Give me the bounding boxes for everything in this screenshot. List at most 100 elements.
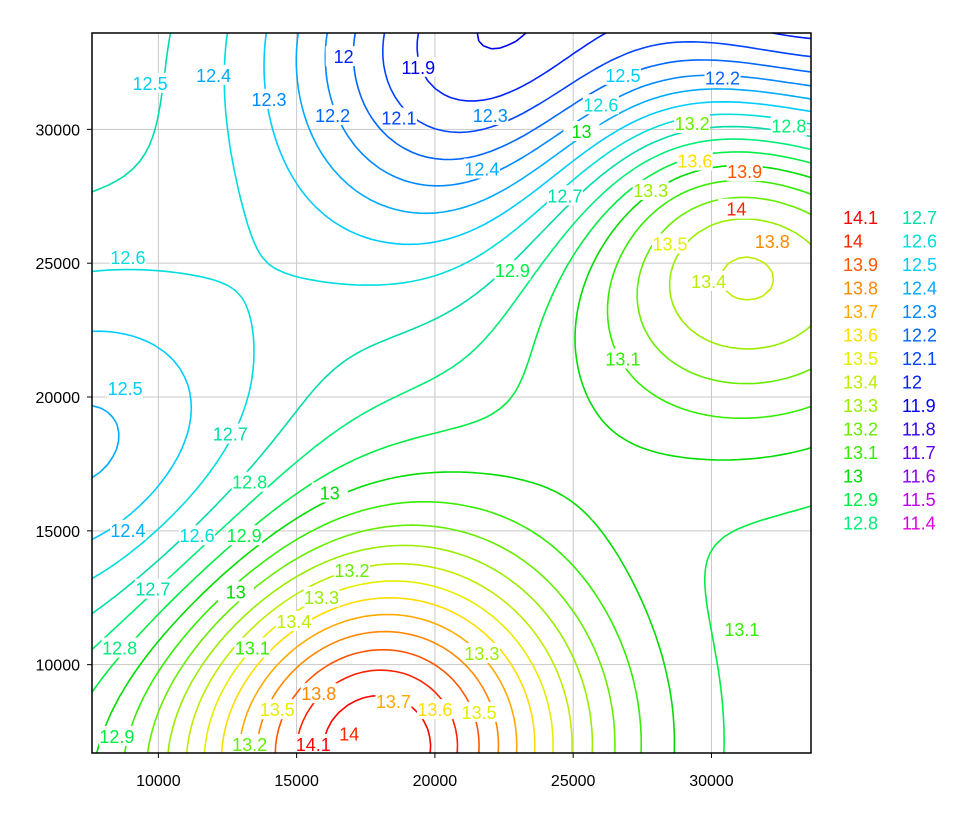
- legend-item: 12.9: [843, 490, 878, 510]
- contour-label-bg: [231, 733, 268, 754]
- contour-label-bg: [134, 578, 171, 599]
- contour-label-bg: [676, 150, 713, 171]
- y-tick-label: 30000: [36, 122, 81, 139]
- contour-label: 13.3: [304, 588, 339, 608]
- contour-label: 14: [339, 724, 359, 744]
- contour-label: 11.9: [401, 58, 435, 78]
- contour-label-bg: [98, 725, 135, 746]
- contour-label-bg: [770, 115, 807, 136]
- contour-label: 13.4: [276, 612, 311, 632]
- contour-label-bg: [101, 637, 138, 658]
- contour-label-bg: [723, 618, 760, 639]
- contour-line-13.2: [146, 196, 812, 754]
- contour-label-bg: [333, 559, 370, 580]
- contour-label: 13.8: [755, 232, 790, 252]
- contour-label: 13: [320, 483, 340, 503]
- y-axis: 10000 15000 20000 25000 30000: [36, 122, 92, 675]
- legend-item: 13.7: [843, 302, 878, 322]
- contour-label-bg: [300, 683, 337, 704]
- legend-item: 13.1: [843, 443, 878, 463]
- contour-label-bg: [132, 72, 169, 93]
- contour-label: 13.7: [376, 692, 411, 712]
- legend-item: 13.6: [843, 326, 878, 346]
- contour-label-bg: [109, 519, 146, 540]
- contour-label-bg: [380, 107, 417, 128]
- legend-item: 11.7: [902, 443, 936, 463]
- contour-label: 13.5: [462, 703, 497, 723]
- contour-labels: 12.5 12.4 12.3 12.2 12.1 12 11.9 12.3 12.4 12.5 12…: [98, 46, 807, 755]
- x-tick-label: 15000: [274, 773, 319, 790]
- x-tick-label: 10000: [136, 773, 181, 790]
- contour-line-13.4: [185, 256, 775, 754]
- contour-label: 13.5: [260, 700, 295, 720]
- contour-label: 12.7: [213, 424, 248, 444]
- contour-line-12.9: [91, 151, 812, 754]
- contour-label-bg: [726, 161, 763, 182]
- contour-label-bg: [463, 642, 500, 663]
- contour-label: 12: [334, 47, 354, 67]
- contour-label: 13.2: [334, 561, 369, 581]
- contour-label: 13.4: [691, 272, 726, 292]
- x-tick-label: 30000: [689, 773, 734, 790]
- legend-item: 12.2: [902, 326, 937, 346]
- legend-item: 12.5: [902, 255, 937, 275]
- legend-item: 12.1: [902, 349, 937, 369]
- contour-label: 13.3: [464, 644, 499, 664]
- contour-label-bg: [690, 270, 727, 291]
- contour-label-bg: [217, 581, 254, 602]
- contour-label: 12.9: [227, 526, 262, 546]
- contour-label-bg: [303, 586, 340, 607]
- contour-label: 12.5: [108, 379, 143, 399]
- contour-label: 13.1: [605, 350, 640, 370]
- contour-label-bg: [250, 88, 287, 109]
- contour-label-bg: [179, 525, 216, 546]
- contour-label: 12.8: [232, 473, 267, 493]
- contour-label: 12.2: [315, 106, 350, 126]
- x-tick-label: 20000: [413, 773, 458, 790]
- contour-label-bg: [704, 67, 741, 88]
- legend-item: 12.7: [902, 208, 937, 228]
- legend-item: 11.6: [902, 467, 936, 487]
- contour-label-bg: [226, 525, 263, 546]
- legend-item: 13.3: [843, 396, 878, 416]
- y-tick-label: 20000: [36, 390, 81, 407]
- contour-label-bg: [416, 699, 453, 720]
- contour-line-13.7: [238, 613, 518, 754]
- contour-label: 12.4: [196, 66, 231, 86]
- legend-item: 11.8: [902, 420, 936, 440]
- contour-label-bg: [109, 246, 146, 267]
- contour-label: 12.6: [180, 526, 215, 546]
- contour-label: 12.3: [251, 90, 286, 110]
- contour-label-bg: [718, 198, 755, 219]
- legend-item: 13.5: [843, 349, 878, 369]
- contour-label: 14: [726, 200, 746, 220]
- contour-label-bg: [674, 113, 711, 134]
- contour-label-bg: [107, 377, 144, 398]
- contour-line-12.1: [382, 32, 812, 134]
- contour-line-12.5: [91, 32, 812, 541]
- contour-label: 13.1: [724, 620, 759, 640]
- contour-line-12.4: [91, 32, 812, 479]
- contour-label-bg: [331, 723, 368, 744]
- contour-line-13.3: [167, 218, 812, 754]
- legend-item: 12: [902, 373, 922, 393]
- contour-label: 12.1: [381, 109, 416, 129]
- x-tick-label: 25000: [551, 773, 596, 790]
- y-tick-label: 25000: [36, 256, 81, 273]
- contour-label-bg: [582, 94, 619, 115]
- legend-item: 12.4: [902, 279, 937, 299]
- contour-label-bg: [604, 348, 641, 369]
- contour-label: 13.2: [675, 114, 710, 134]
- legend-item: 13.2: [843, 420, 878, 440]
- contour-label: 12.4: [110, 521, 145, 541]
- legend-item: 11.4: [902, 514, 936, 534]
- contour-label-bg: [651, 233, 688, 254]
- legend-item: 13.8: [843, 279, 878, 299]
- legend-item: 13.4: [843, 373, 878, 393]
- contour-label: 12.2: [705, 69, 740, 89]
- legend-item: 14.1: [843, 208, 878, 228]
- contour-label: 12.8: [771, 117, 806, 137]
- legend: 14.1 14 13.9 13.8 13.7 13.6 13.5 13.4 13.3 13.2 13…: [843, 208, 937, 534]
- legend-item: 14: [843, 232, 863, 252]
- legend-item: 12.3: [902, 302, 937, 322]
